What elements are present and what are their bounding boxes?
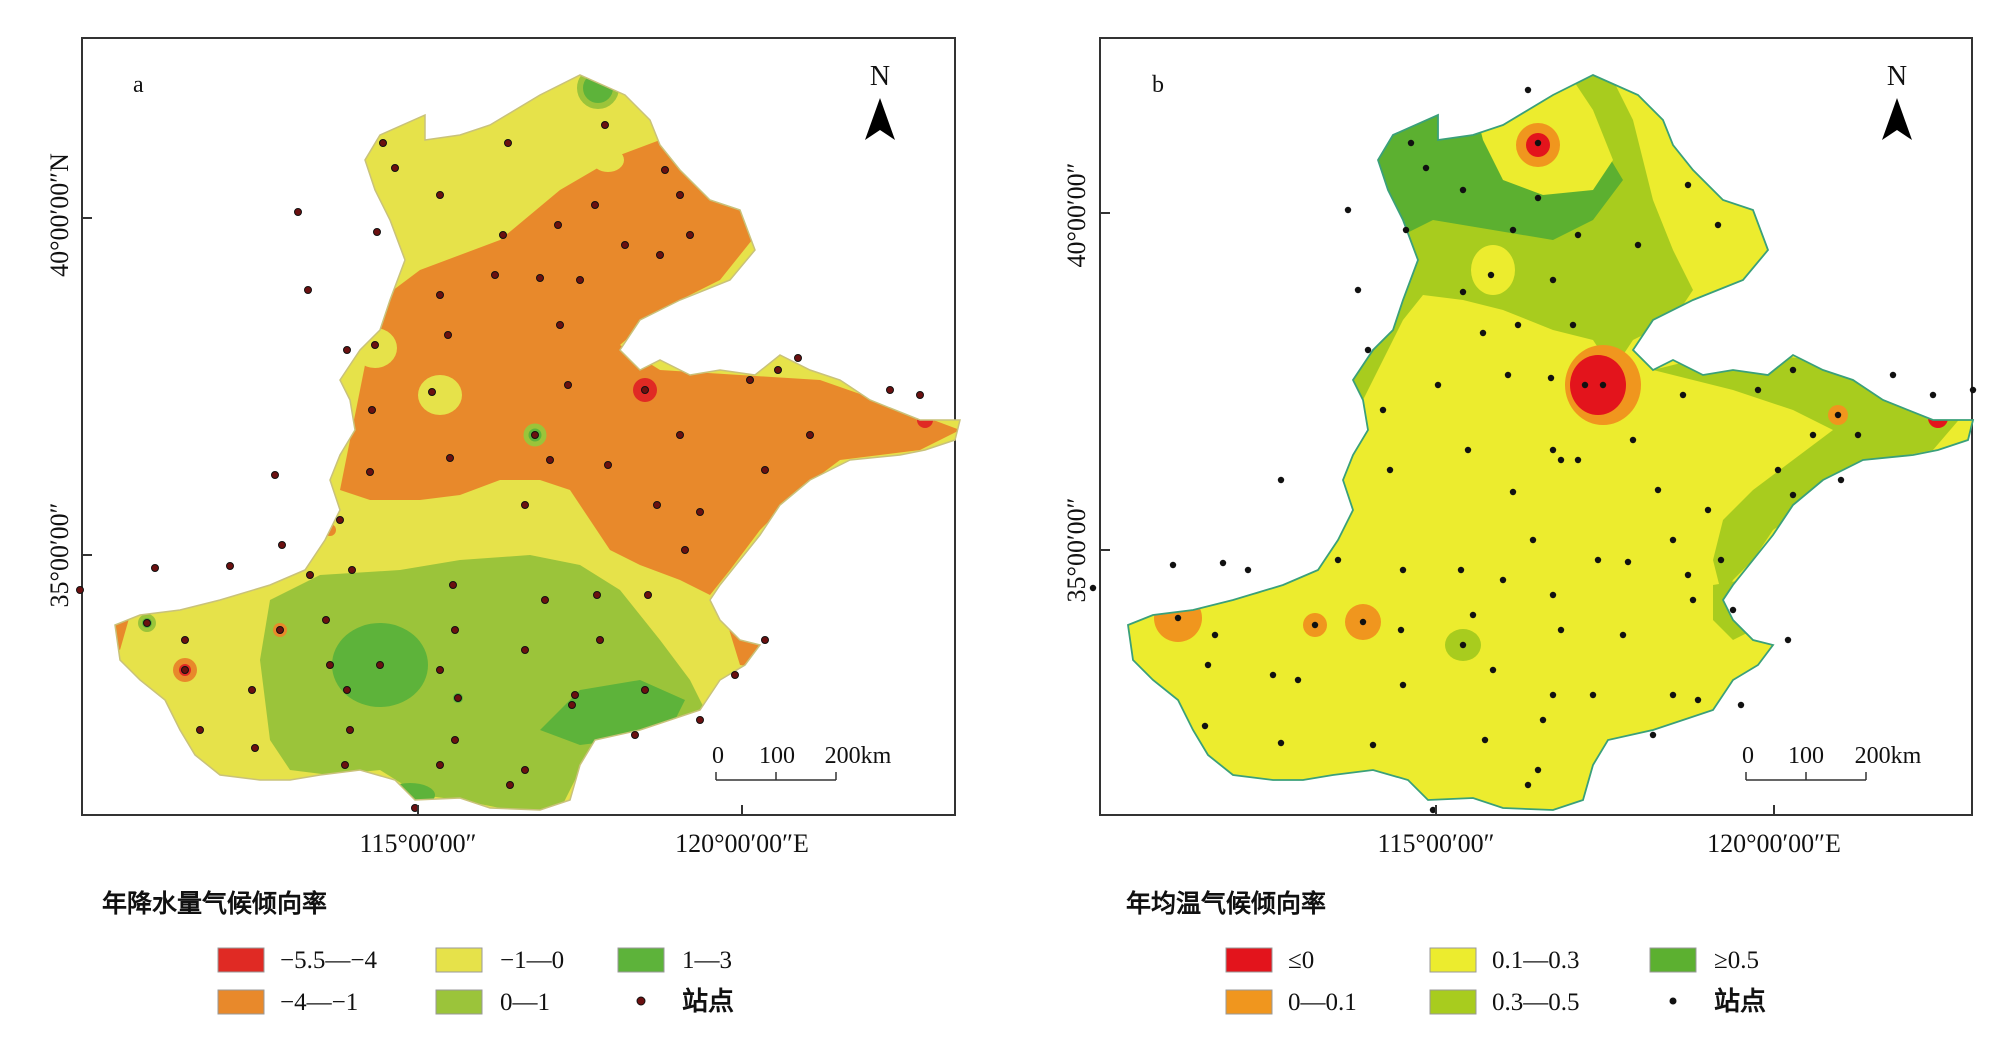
map-b-lon-label-115: 115°00′00″ — [1378, 829, 1495, 858]
legend-item-a-lightgreen: 0—1 — [500, 989, 550, 1016]
map-a-panel-label: a — [133, 72, 144, 98]
map-a-legend-title: 年降水量气候倾向率 — [102, 889, 327, 918]
zone-le-0 — [1570, 355, 1626, 415]
legend-item-a-red: −5.5—−4 — [280, 947, 377, 974]
svg-text:100: 100 — [759, 743, 795, 769]
map-a-legend: −5.5—−4 −4—−1 −1—0 0—1 1—3 站点 — [217, 947, 734, 1017]
legend-item-b-red: ≤0 — [1288, 947, 1314, 974]
legend-item-a-yellow: −1—0 — [500, 947, 564, 974]
map-a-lat-label-35: 35°00′00″ — [45, 503, 74, 608]
svg-text:200km: 200km — [825, 743, 892, 769]
legend-item-b-lightgreen: 0.3—0.5 — [1492, 989, 1580, 1016]
north-arrow-icon: N — [1882, 61, 1912, 140]
map-a-lat-label-40: 40°00′00″N — [45, 153, 74, 277]
station-dot-icon — [636, 996, 646, 1006]
zone-minus4-minus1 — [340, 140, 960, 595]
map-a-stations — [76, 121, 924, 812]
svg-text:N: N — [1887, 61, 1907, 92]
legend-item-b-station: 站点 — [1714, 986, 1766, 1017]
map-a-precipitation: a N 40°00′00″N 35°00′00″ 115°00′00″ 120°… — [45, 37, 961, 1017]
north-arrow-icon: N — [865, 61, 895, 140]
map-a-scale-bar: 0 100 200km — [712, 743, 892, 781]
station-dot-icon — [1669, 997, 1677, 1005]
map-b-legend-title: 年均温气候倾向率 — [1126, 889, 1326, 918]
map-b-lat-label-35: 35°00′00″ — [1062, 498, 1091, 603]
legend-item-a-orange: −4—−1 — [280, 989, 358, 1016]
map-b-panel-label: b — [1152, 72, 1164, 98]
map-b-scale-bar: 0 100 200km — [1742, 743, 1922, 781]
legend-item-a-green: 1—3 — [682, 947, 732, 974]
map-b-lon-label-120: 120°00′00″E — [1707, 829, 1841, 858]
map-b-lat-label-40: 40°00′00″ — [1062, 163, 1091, 268]
map-b-stations — [1089, 86, 1977, 814]
svg-text:0: 0 — [712, 743, 724, 769]
map-b-temperature: b N 40°00′00″ 35°00′00″ 115°00′00″ 120°0… — [1062, 37, 1977, 1017]
legend-item-b-green: ≥0.5 — [1714, 947, 1759, 974]
legend-item-b-orange: 0—0.1 — [1288, 989, 1357, 1016]
map-a-lon-label-115: 115°00′00″ — [360, 829, 477, 858]
map-a-lon-label-120: 120°00′00″E — [675, 829, 809, 858]
legend-item-a-station: 站点 — [682, 986, 734, 1017]
map-b-legend: ≤0 0—0.1 0.1—0.3 0.3—0.5 ≥0.5 站点 — [1225, 947, 1766, 1017]
svg-text:200km: 200km — [1855, 743, 1922, 769]
legend-item-b-yellow: 0.1—0.3 — [1492, 947, 1580, 974]
svg-text:100: 100 — [1788, 743, 1824, 769]
svg-text:0: 0 — [1742, 743, 1754, 769]
svg-text:N: N — [870, 61, 890, 92]
